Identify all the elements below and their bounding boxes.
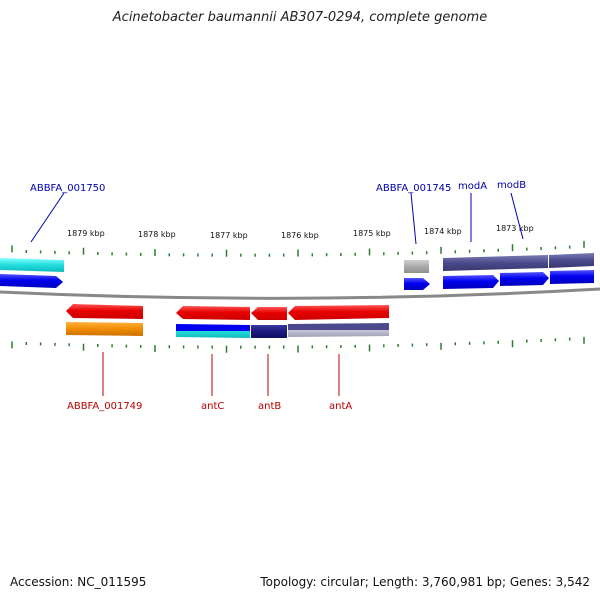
gene-arrow-red-antC[interactable] [176,306,250,320]
gene-block-antC[interactable] [176,324,250,338]
gene-block-orange-001749[interactable] [66,322,143,336]
gene-label-ABBFA_001749[interactable]: ABBFA_001749 [67,401,142,412]
leader-001750 [30,192,65,243]
gene-block-cyan-left[interactable] [0,258,64,272]
accession-text: Accession: NC_011595 [10,575,147,589]
gene-block-antB[interactable] [251,325,287,338]
tick-label-1879: 1879 kbp [67,229,105,238]
gene-label-antC[interactable]: antC [201,401,224,412]
topology-text: Topology: circular; Length: 3,760,981 bp… [260,575,590,589]
leader-modB [510,192,524,240]
gene-arrow-red-001749[interactable] [66,304,143,319]
tick-label-1878: 1878 kbp [138,230,176,239]
gene-block-modA[interactable] [443,255,548,271]
gene-label-modA[interactable]: modA [458,181,487,192]
gene-arrow-modA[interactable] [443,275,499,289]
page-title: Acinetobacter baumannii AB307-0294, comp… [112,10,488,25]
gene-label-antA[interactable]: antA [329,401,352,412]
gene-label-ABBFA_001745[interactable]: ABBFA_001745 [376,183,451,194]
top-label-leaders [30,192,524,245]
gene-label-modB[interactable]: modB [497,180,526,191]
gene-block-grey-001745[interactable] [404,260,429,273]
gene-arrow-red-antA[interactable] [288,305,389,320]
tick-label-1875: 1875 kbp [353,229,391,238]
tick-label-1874: 1874 kbp [424,227,462,236]
bottom-label-leaders [102,352,340,396]
gene-arrow-red-antB[interactable] [251,307,287,320]
reverse-strand-features [66,304,389,338]
gene-arrow-modC[interactable] [550,270,594,284]
tick-marks-top [11,240,585,257]
gene-block-antA[interactable] [288,323,389,337]
forward-strand-features [0,253,594,290]
gene-label-antB[interactable]: antB [258,401,281,412]
tick-label-1876: 1876 kbp [281,231,319,240]
gene-label-ABBFA_001750[interactable]: ABBFA_001750 [30,183,105,194]
genome-backbone [0,287,600,300]
tick-label-1877: 1877 kbp [210,231,248,240]
tick-marks-bottom [11,336,585,353]
gene-arrow-blue-001745[interactable] [404,278,430,290]
leader-001745 [410,192,417,245]
gene-arrow-blue-left[interactable] [0,274,63,288]
gene-block-modB[interactable] [549,253,594,268]
tick-label-1873: 1873 kbp [496,224,534,233]
gene-arrow-modB[interactable] [500,272,549,286]
